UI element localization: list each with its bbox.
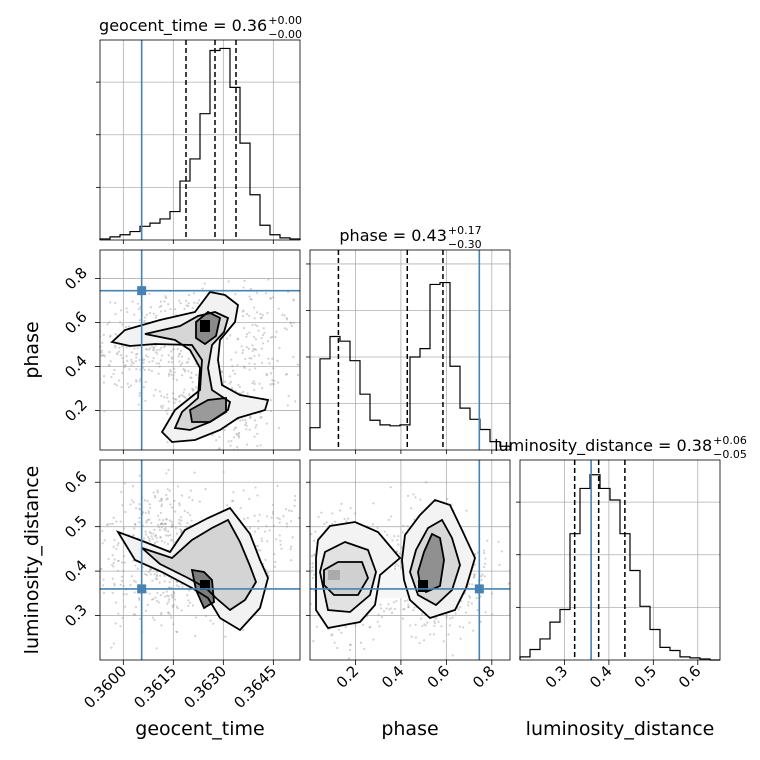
panel-frame xyxy=(519,459,721,661)
panel-title-geocent_time: geocent_time = 0.36 xyxy=(99,16,267,36)
panel-frame xyxy=(99,39,301,241)
title-minus-geocent_time: −0.00 xyxy=(268,28,302,41)
title-plus-luminosity_distance: +0.06 xyxy=(713,434,747,447)
panel-title-phase: phase = 0.43 xyxy=(339,226,446,245)
x-tick-label: 0.3645 xyxy=(230,662,280,712)
y-axis-ticks-luminosity_distance: 0.3 0.4 0.5 0.6 xyxy=(61,467,100,630)
truth-marker xyxy=(137,286,147,296)
x-tick-label: 0.8 xyxy=(469,662,499,692)
x-tick-label: 0.3600 xyxy=(80,662,130,712)
contour-line xyxy=(315,521,402,629)
x-tick-label: 0.3 xyxy=(542,662,572,692)
y-tick-label: 0.5 xyxy=(61,512,91,542)
x-axis-label-phase: phase xyxy=(381,718,438,740)
y-tick-label: 0.6 xyxy=(61,308,91,338)
x-tick-label: 0.3630 xyxy=(180,662,230,712)
contour-line xyxy=(144,311,232,431)
contour-line xyxy=(417,532,445,594)
panel-frame xyxy=(99,459,301,661)
contour-line xyxy=(110,291,270,443)
density-fill xyxy=(200,320,210,332)
density-fill xyxy=(200,580,210,590)
panel-body-geocent_time-luminosity_distance xyxy=(100,460,300,660)
contour-line xyxy=(409,518,461,607)
density-fill xyxy=(142,520,256,610)
y-tick-label: 0.2 xyxy=(61,396,91,426)
density-fill xyxy=(328,570,340,580)
x-axis-label-geocent_time: geocent_time xyxy=(135,718,264,740)
y-tick-label: 0.6 xyxy=(61,467,91,497)
title-plus-phase: +0.17 xyxy=(448,224,482,237)
contour-line xyxy=(401,498,476,620)
panel-frame xyxy=(99,249,301,451)
x-axis-ticks-geocent_time: 0.3600 0.3615 0.3630 0.3645 xyxy=(80,660,280,712)
x-tick-label: 0.4 xyxy=(378,662,408,692)
x-tick-label: 0.6 xyxy=(675,662,705,692)
y-tick-label: 0.8 xyxy=(61,264,91,294)
scatter-points xyxy=(100,278,300,450)
contour-line xyxy=(323,561,369,596)
truth-marker xyxy=(137,584,147,594)
x-tick-label: 0.6 xyxy=(424,662,454,692)
x-axis-ticks-phase: 0.2 0.4 0.6 0.8 xyxy=(333,660,499,692)
title-minus-luminosity_distance: −0.05 xyxy=(713,448,747,461)
panel-frame xyxy=(309,249,511,451)
contour-line xyxy=(115,506,269,632)
x-tick-label: 0.4 xyxy=(586,662,616,692)
panel-body-phase-luminosity_distance xyxy=(310,460,510,660)
x-axis-label-luminosity_distance: luminosity_distance xyxy=(526,718,715,740)
density-fill xyxy=(418,534,444,592)
contour-line xyxy=(195,310,222,346)
title-minus-phase: −0.30 xyxy=(448,238,482,251)
panel-title-luminosity_distance: luminosity_distance = 0.38 xyxy=(494,436,712,456)
contour-line xyxy=(319,541,377,613)
x-tick-label: 0.3615 xyxy=(130,662,180,712)
x-tick-label: 0.2 xyxy=(333,662,363,692)
histogram-geocent_time xyxy=(99,47,301,240)
density-fill xyxy=(190,398,226,422)
y-axis-label-luminosity_distance: luminosity_distance xyxy=(21,466,43,655)
y-axis-label-phase: phase xyxy=(21,321,43,378)
y-tick-label: 0.4 xyxy=(61,556,91,586)
panel-body-geocent_time-phase xyxy=(100,250,300,450)
y-tick-label: 0.4 xyxy=(61,352,91,382)
panel-frame xyxy=(309,459,511,661)
x-tick-label: 0.5 xyxy=(631,662,661,692)
title-plus-geocent_time: +0.00 xyxy=(268,14,302,27)
y-tick-label: 0.3 xyxy=(61,601,91,631)
x-axis-ticks-luminosity_distance: 0.3 0.4 0.5 0.6 xyxy=(542,660,705,692)
truth-marker xyxy=(474,584,484,594)
histogram-luminosity_distance xyxy=(519,474,720,661)
contour-line xyxy=(189,396,227,423)
y-axis-ticks-phase: 0.2 0.4 0.6 0.8 xyxy=(61,264,100,425)
contour-line xyxy=(190,568,215,610)
